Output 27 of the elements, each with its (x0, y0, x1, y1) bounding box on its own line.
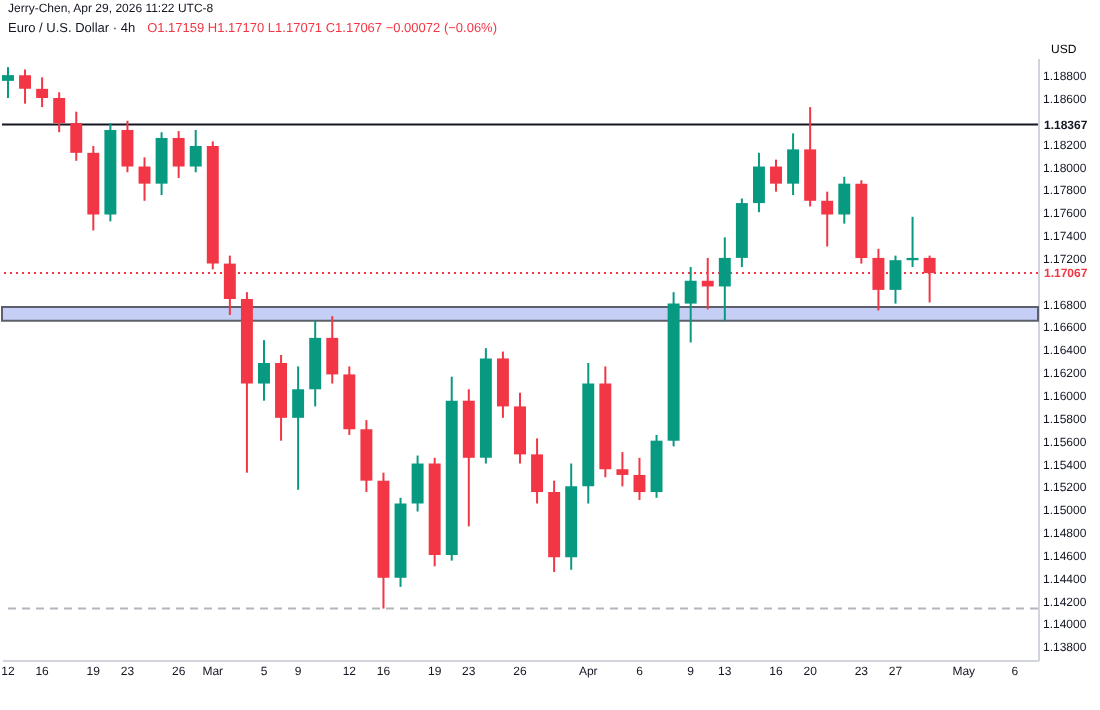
candlestick (292, 365, 305, 491)
candlestick (531, 437, 544, 505)
candlestick (2, 66, 14, 99)
candlestick (189, 128, 202, 174)
candlestick (616, 451, 629, 488)
candlestick (889, 254, 902, 305)
candlestick (770, 158, 782, 193)
candlestick (36, 76, 49, 109)
candlestick (718, 236, 731, 322)
candlestick (838, 175, 851, 225)
candlestick (53, 91, 66, 134)
candlestick (633, 456, 646, 502)
candlestick (326, 315, 339, 385)
candlestick (752, 151, 765, 214)
candlestick (155, 131, 168, 197)
candlestick (787, 132, 800, 197)
candlestick (172, 130, 185, 179)
candlestick (821, 190, 834, 248)
candlestick (684, 266, 697, 344)
candlestick (138, 156, 151, 202)
candlestick (411, 454, 424, 513)
candlestick (121, 119, 134, 174)
candlestick (258, 339, 270, 402)
candlestick (514, 391, 526, 465)
candlestick (496, 350, 509, 419)
candlestick (70, 110, 83, 162)
candlestick (19, 68, 32, 105)
